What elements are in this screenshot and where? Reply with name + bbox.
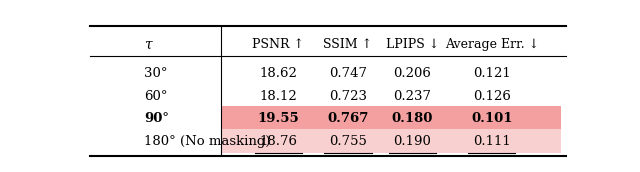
Text: 0.121: 0.121 — [473, 67, 511, 80]
Text: 0.206: 0.206 — [394, 67, 431, 80]
FancyBboxPatch shape — [221, 106, 561, 131]
Text: PSNR ↑: PSNR ↑ — [252, 38, 305, 51]
Text: SSIM ↑: SSIM ↑ — [323, 38, 372, 51]
Text: 30°: 30° — [145, 67, 168, 80]
Text: 0.190: 0.190 — [394, 135, 431, 148]
Text: 0.111: 0.111 — [473, 135, 511, 148]
Text: 19.55: 19.55 — [257, 112, 300, 125]
Text: 0.101: 0.101 — [471, 112, 513, 125]
Text: 60°: 60° — [145, 90, 168, 103]
Text: LPIPS ↓: LPIPS ↓ — [386, 38, 439, 51]
Text: 0.723: 0.723 — [329, 90, 367, 103]
Text: 18.76: 18.76 — [259, 135, 298, 148]
Text: 18.62: 18.62 — [259, 67, 298, 80]
Text: 0.126: 0.126 — [473, 90, 511, 103]
Text: 0.767: 0.767 — [327, 112, 369, 125]
Text: 18.12: 18.12 — [260, 90, 297, 103]
Text: τ: τ — [145, 37, 152, 51]
Text: Average Err. ↓: Average Err. ↓ — [445, 38, 539, 51]
Text: 0.237: 0.237 — [394, 90, 431, 103]
Text: 180° (No masking): 180° (No masking) — [145, 135, 271, 148]
FancyBboxPatch shape — [221, 129, 561, 154]
Text: 0.747: 0.747 — [329, 67, 367, 80]
Text: 0.755: 0.755 — [329, 135, 367, 148]
Text: 90°: 90° — [145, 112, 170, 125]
Text: 0.180: 0.180 — [392, 112, 433, 125]
